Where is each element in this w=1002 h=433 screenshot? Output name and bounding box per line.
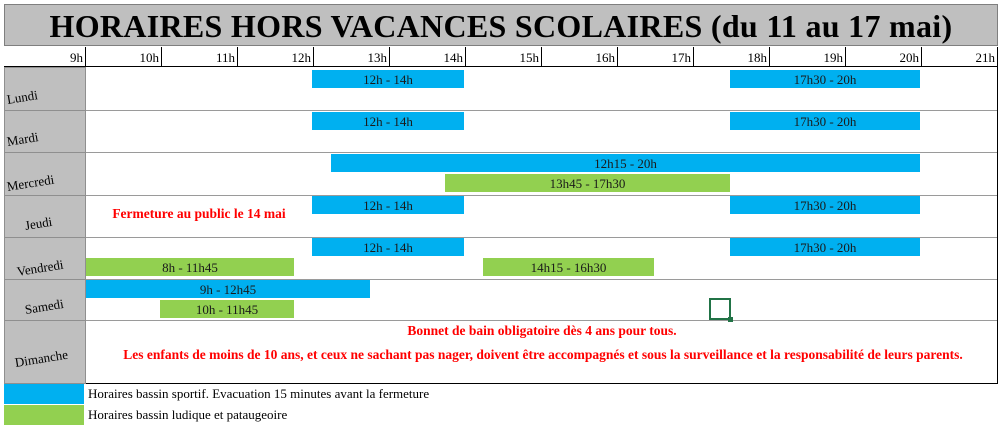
day-label: Mardi [5,129,40,149]
row-divider [86,320,998,321]
selected-cell[interactable] [709,298,731,320]
hour-label: 10h [86,47,162,67]
hour-label: 9h [4,47,86,67]
hour-label: 18h [694,47,770,67]
slot-lundi-sportif: 17h30 - 20h [730,70,920,88]
slot-vendredi-sportif: 12h - 14h [312,238,464,256]
day-label: Mercredi [5,171,56,194]
slot-samedi-ludique: 10h - 11h45 [160,300,294,318]
page-title: HORAIRES HORS VACANCES SCOLAIRES (du 11 … [4,4,998,46]
day-label: Samedi [23,295,65,317]
hour-label: 21h [922,47,998,67]
slot-mercredi-sportif: 12h15 - 20h [331,154,920,172]
hour-label: 14h [390,47,466,67]
hour-label: 12h [238,47,314,67]
closure-notice: Fermeture au public le 14 mai [112,206,286,221]
row-divider [86,195,998,196]
row-divider [86,383,998,384]
slot-jeudi-sportif: 12h - 14h [312,196,464,214]
legend-swatch-green [4,405,84,425]
row-divider [86,152,998,153]
row-divider [86,279,998,280]
hour-label: 19h [770,47,846,67]
slot-mercredi-ludique: 13h45 - 17h30 [445,174,730,192]
day-label: Jeudi [23,213,54,233]
day-cell-mardi: Mardi [4,110,86,153]
row-divider [86,237,998,238]
day-cell-lundi: Lundi [4,67,86,111]
fill-handle[interactable] [728,317,733,322]
day-label: Dimanche [13,346,69,370]
day-cell-mercredi: Mercredi [4,152,86,196]
slot-vendredi-ludique: 8h - 11h45 [86,258,294,276]
hour-label: 17h [618,47,694,67]
hour-label: 11h [162,47,238,67]
legend-label-blue: Horaires bassin sportif. Evacuation 15 m… [88,386,430,401]
slot-samedi-sportif: 9h - 12h45 [86,280,370,298]
slot-vendredi-sportif: 17h30 - 20h [730,238,920,256]
day-cell-vendredi: Vendredi [4,237,86,280]
children-supervision-notice: Les enfants de moins de 10 ans, et ceux … [123,347,963,362]
grid-right-border [997,67,998,384]
hour-label: 20h [846,47,922,67]
slot-vendredi-ludique: 14h15 - 16h30 [483,258,654,276]
slot-jeudi-sportif: 17h30 - 20h [730,196,920,214]
day-cell-jeudi: Jeudi [4,195,86,238]
row-divider [86,110,998,111]
slot-mardi-sportif: 12h - 14h [312,112,464,130]
day-cell-dimanche: Dimanche [4,320,86,384]
legend-label-green: Horaires bassin ludique et pataugeoire [88,407,288,422]
slot-lundi-sportif: 12h - 14h [312,70,464,88]
legend-swatch-blue [4,384,84,404]
hour-header: 9h 10h 11h 12h 13h 14h 15h 16h 17h 18h 1… [4,47,998,67]
hour-label: 16h [542,47,618,67]
day-cell-samedi: Samedi [4,279,86,321]
hour-label: 13h [314,47,390,67]
day-label: Lundi [5,87,39,107]
day-label: Vendredi [15,256,65,279]
hour-label: 15h [466,47,542,67]
swim-cap-notice: Bonnet de bain obligatoire dès 4 ans pou… [407,323,677,338]
slot-mardi-sportif: 17h30 - 20h [730,112,920,130]
